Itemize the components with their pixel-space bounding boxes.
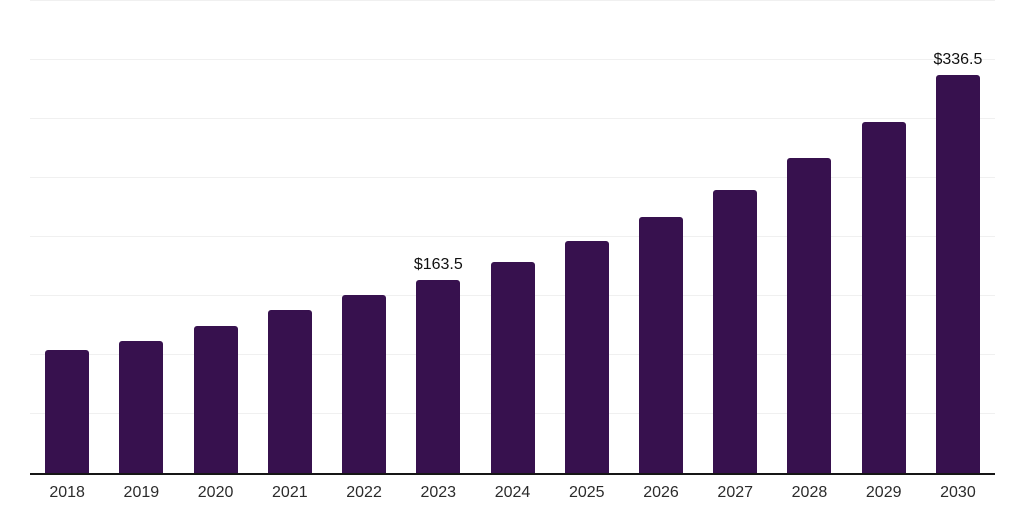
gridline [30,0,995,1]
x-axis: 2018 2019 2020 2021 2022 2023 2024 2025 2026 2027… [30,478,995,508]
x-tick-label-2029: 2029 [865,484,902,501]
x-tick-label-2027: 2027 [717,484,754,501]
data-label-2030: $336.5 [933,51,983,69]
gridline [30,59,995,60]
bar-2020 [193,325,238,473]
x-tick-label-2023: 2023 [420,484,457,501]
bar-slot-2020 [178,0,252,473]
bars-row: $163.5 $336.5 [30,0,995,473]
bar-2022 [342,294,387,473]
x-tick-label-2025: 2025 [568,484,605,501]
x-tick-label-2021: 2021 [272,484,308,501]
bar-slot-2018 [30,0,104,473]
bar-slot-2028 [772,0,846,473]
data-label-2023: $163.5 [413,255,463,273]
gridline [30,177,995,178]
bar-2024 [490,262,535,473]
bar-slot-2026 [624,0,698,473]
bar-slot-2025 [550,0,624,473]
x-tick-label-2020: 2020 [197,484,234,501]
bar-slot-2027 [698,0,772,473]
bar-2028 [787,158,832,473]
bar-slot-2029 [847,0,921,473]
bar-slot-2021 [253,0,327,473]
bar-slot-2023: $163.5 [401,0,475,473]
bar-2025 [564,241,609,473]
x-tick-label-2018: 2018 [49,484,85,501]
x-tick-label-2030: 2030 [940,484,976,501]
x-tick-label-2028: 2028 [791,484,828,501]
bar-2021 [267,310,312,473]
bar-slot-2022 [327,0,401,473]
bar-2030 [935,75,980,473]
x-tick-label-2024: 2024 [494,484,531,501]
bar-2023 [416,279,461,473]
gridline [30,118,995,119]
x-tick-label-2019: 2019 [123,484,160,501]
bar-2019 [119,341,164,473]
bar-2029 [861,121,906,473]
bar-slot-2030: $336.5 [921,0,995,473]
gridline [30,236,995,237]
x-tick-label-2026: 2026 [643,484,679,501]
bar-slot-2019 [104,0,178,473]
bar-2027 [713,189,758,473]
bar-2018 [45,350,90,473]
bar-slot-2024 [475,0,549,473]
bar-2026 [638,217,683,473]
plot-area: $163.5 $336.5 [30,0,995,475]
x-tick-label-2022: 2022 [346,484,382,501]
